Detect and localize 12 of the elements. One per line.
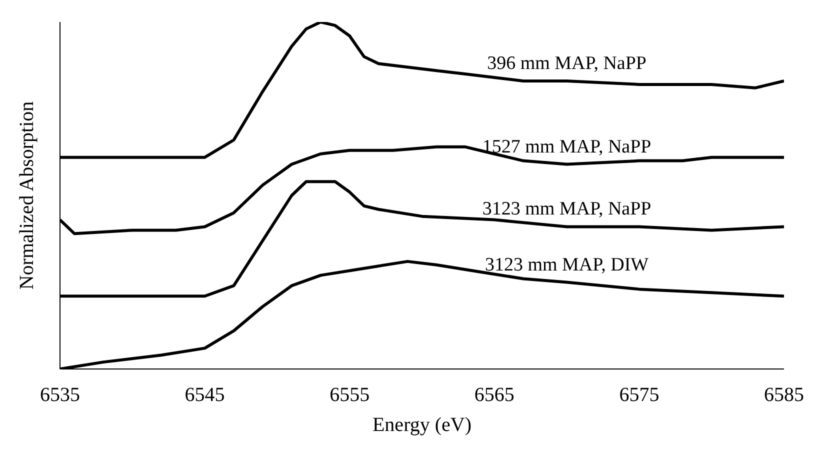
- x-tick-label: 6545: [184, 384, 225, 406]
- x-axis-title: Energy (eV): [372, 414, 472, 436]
- series-label: 396 mm MAP, NaPP: [487, 52, 647, 74]
- x-tick-label: 6585: [764, 384, 804, 406]
- x-tick-label: 6575: [619, 384, 660, 406]
- series-label: 1527 mm MAP, NaPP: [482, 136, 652, 158]
- x-tick-label: 6535: [40, 384, 80, 406]
- x-tick-label: 6555: [330, 384, 370, 406]
- series-label: 3123 mm MAP, DIW: [484, 254, 649, 276]
- x-tick-label: 6565: [474, 384, 514, 406]
- y-axis-title: Normalized Absorption: [16, 101, 38, 290]
- series-label: 3123 mm MAP, NaPP: [482, 198, 652, 220]
